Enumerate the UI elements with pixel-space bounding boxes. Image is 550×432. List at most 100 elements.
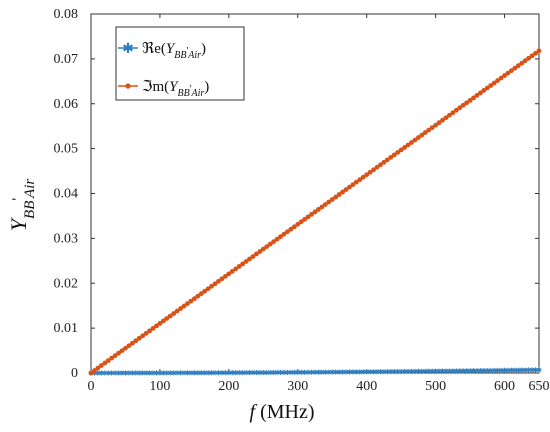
data-point-real: [519, 367, 525, 373]
legend-real-close: ): [201, 41, 206, 57]
legend-imag-prime: ': [190, 84, 192, 95]
data-point-imag: [402, 145, 407, 150]
y-axis-prime: ': [10, 198, 26, 201]
legend-imag-close: ): [204, 79, 209, 95]
data-point-imag: [322, 202, 328, 207]
x-tick-label: 400: [356, 379, 377, 394]
data-point-imag: [150, 325, 156, 331]
y-axis-label: YBB'Air: [6, 179, 38, 232]
data-point-imag: [498, 75, 504, 81]
data-point-real: [267, 369, 273, 376]
data-point-imag: [436, 120, 442, 126]
data-point-imag: [254, 251, 259, 257]
x-tick-label: 0: [88, 379, 95, 394]
data-point-imag: [274, 236, 280, 242]
data-point-imag: [216, 278, 221, 284]
data-point-imag: [336, 192, 342, 197]
data-point-imag: [143, 330, 149, 336]
data-point-imag: [236, 264, 242, 269]
data-point-imag: [229, 268, 235, 274]
y-tick-label: 0.06: [54, 97, 79, 112]
data-point-imag: [350, 182, 356, 188]
legend-imag-sub2: Air: [191, 88, 205, 99]
data-point-real: [377, 369, 384, 375]
data-point-imag: [264, 244, 270, 249]
data-point-real: [467, 368, 473, 374]
legend-real-sub: BB: [174, 50, 186, 61]
legend-box: [115, 26, 245, 101]
data-point-imag: [171, 311, 177, 316]
data-point-real: [167, 370, 173, 376]
data-point-imag: [453, 107, 459, 113]
y-axis-ticks: 0 0.01 0.02 0.03 0.04 0.05 0.06 0.07 0.08: [54, 7, 539, 381]
data-point-imag: [471, 95, 476, 101]
data-point-real: [402, 368, 408, 375]
data-point-imag: [267, 241, 273, 247]
data-point-real: [233, 370, 239, 376]
data-point-imag: [409, 140, 414, 145]
data-point-imag: [174, 308, 180, 314]
data-point-imag: [188, 298, 194, 304]
data-point-imag: [360, 174, 366, 180]
data-point-real: [119, 370, 125, 376]
data-point-imag: [474, 93, 480, 98]
data-point-imag: [343, 187, 349, 192]
data-point-imag: [440, 117, 445, 123]
y-tick-label: 0.01: [54, 321, 79, 336]
series-layer: [88, 48, 542, 376]
data-point-imag: [247, 256, 252, 262]
data-point-imag: [419, 132, 425, 138]
y-axis-sub2: Air: [22, 179, 38, 199]
legend-real-var: Y: [166, 41, 176, 57]
data-point-imag: [443, 115, 449, 121]
x-axis-variable: f: [250, 401, 258, 423]
data-point-imag: [529, 53, 535, 59]
data-point-imag: [450, 110, 456, 116]
legend-marker-imag: [125, 83, 131, 89]
data-point-imag: [167, 313, 173, 319]
data-point-imag: [378, 162, 383, 168]
data-point-imag: [295, 221, 301, 227]
data-point-imag: [415, 135, 421, 140]
data-point-imag: [388, 154, 394, 160]
x-tick-label: 200: [218, 379, 239, 394]
data-point-real: [202, 370, 208, 376]
data-point-imag: [126, 343, 132, 349]
data-point-imag: [198, 291, 204, 297]
data-point-imag: [116, 350, 121, 356]
data-point-imag: [123, 345, 128, 351]
data-point-imag: [478, 90, 483, 96]
data-point-imag: [464, 100, 470, 106]
data-point-imag: [102, 360, 108, 366]
data-point-real: [336, 369, 342, 375]
data-point-imag: [278, 234, 283, 240]
data-point-real: [408, 368, 415, 374]
y-tick-label: 0.04: [54, 187, 79, 202]
data-point-imag: [178, 306, 184, 311]
data-point-imag: [398, 147, 404, 153]
x-tick-label: 600: [494, 379, 515, 394]
data-point-imag: [212, 281, 218, 287]
data-point-real: [133, 370, 139, 376]
y-tick-label: 0.03: [54, 231, 79, 246]
legend-label-real: ℜe(YBB'Air): [142, 41, 206, 61]
data-point-imag: [202, 288, 208, 294]
data-point-imag: [312, 209, 318, 215]
data-point-imag: [371, 167, 376, 173]
y-tick-label: 0.05: [54, 142, 79, 157]
data-point-imag: [129, 340, 135, 346]
y-tick-label: 0.08: [54, 7, 79, 22]
data-point-imag: [302, 216, 308, 222]
data-point-imag: [340, 189, 345, 195]
data-point-imag: [316, 207, 321, 212]
data-point-imag: [457, 105, 463, 111]
data-point-imag: [285, 229, 290, 235]
data-point-imag: [447, 112, 452, 118]
data-point-imag: [488, 83, 494, 88]
data-point-real: [284, 369, 291, 375]
data-point-imag: [384, 157, 390, 163]
data-point-imag: [319, 204, 325, 210]
data-point-real: [419, 368, 425, 374]
data-point-imag: [105, 358, 111, 364]
data-point-imag: [109, 355, 115, 361]
